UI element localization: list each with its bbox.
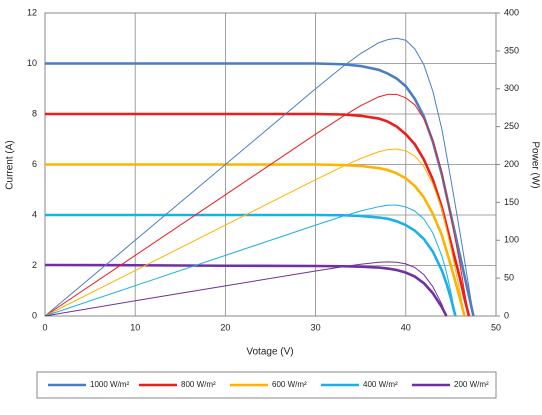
x-tick-label: 20 bbox=[220, 322, 230, 332]
x-tick-label: 30 bbox=[311, 322, 321, 332]
y2-tick-label: 50 bbox=[504, 273, 514, 283]
x-tick-label: 0 bbox=[42, 322, 47, 332]
current-line bbox=[45, 163, 466, 317]
power-line bbox=[44, 37, 474, 317]
y2-tick-label: 300 bbox=[504, 83, 519, 93]
y-tick-label: 10 bbox=[27, 58, 37, 68]
current-line bbox=[45, 112, 471, 317]
y-axis-label: Current (A) bbox=[5, 140, 16, 189]
legend-label: 600 W/m² bbox=[272, 380, 307, 389]
power-line bbox=[44, 261, 447, 317]
x-tick-label: 40 bbox=[401, 322, 411, 332]
legend-label: 200 W/m² bbox=[454, 380, 489, 389]
power-line bbox=[44, 148, 465, 317]
y-tick-label: 12 bbox=[27, 7, 37, 17]
y2-tick-label: 150 bbox=[504, 197, 519, 207]
y2-tick-label: 0 bbox=[504, 310, 509, 320]
current-line bbox=[44, 263, 448, 317]
legend-label: 1000 W/m² bbox=[90, 380, 129, 389]
x-tick-label: 50 bbox=[491, 322, 501, 332]
y-tick-label: 6 bbox=[32, 159, 37, 169]
y2-tick-label: 350 bbox=[504, 45, 519, 55]
y2-tick-label: 200 bbox=[504, 159, 519, 169]
legend-label: 800 W/m² bbox=[181, 380, 216, 389]
y-tick-label: 8 bbox=[32, 108, 37, 118]
legend-box bbox=[36, 371, 497, 399]
y-tick-label: 2 bbox=[32, 260, 37, 270]
x-axis-label: Votage (V) bbox=[246, 347, 293, 358]
y2-tick-label: 100 bbox=[504, 235, 519, 245]
y2-axis-label: Power (W) bbox=[529, 141, 540, 188]
power-line bbox=[44, 204, 456, 317]
y2-tick-label: 250 bbox=[504, 121, 519, 131]
x-tick-label: 10 bbox=[130, 322, 140, 332]
current-line bbox=[45, 62, 475, 317]
y2-tick-label: 400 bbox=[504, 7, 519, 17]
legend-label: 400 W/m² bbox=[363, 380, 398, 389]
y-tick-label: 4 bbox=[32, 209, 37, 219]
y-tick-label: 0 bbox=[32, 310, 37, 320]
power-line bbox=[44, 93, 470, 317]
current-line bbox=[45, 213, 457, 317]
